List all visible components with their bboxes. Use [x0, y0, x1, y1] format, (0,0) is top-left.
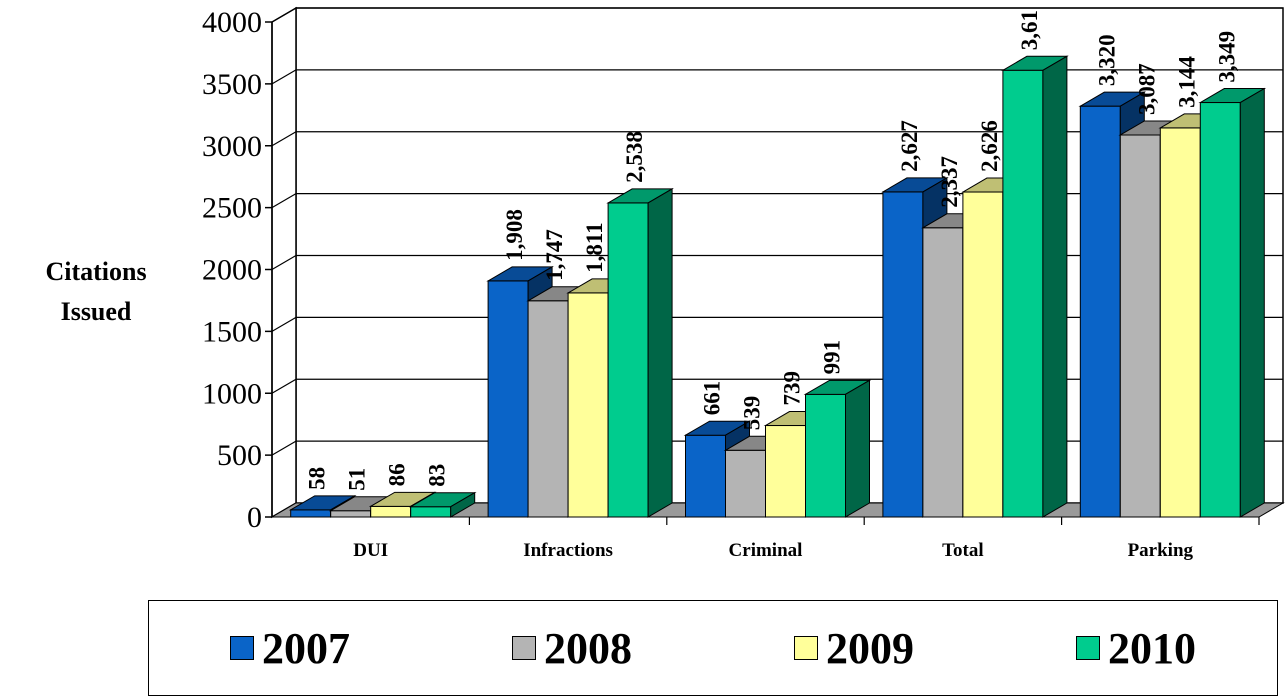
gridline-side-500 — [271, 440, 297, 456]
bar-dui-2010 — [408, 491, 477, 518]
legend: 2007 2008 2009 2010 — [148, 600, 1278, 696]
data-label-infractions-2010: 2,538 — [622, 131, 647, 183]
legend-swatch-2010 — [1076, 636, 1100, 660]
legend-swatch-2009 — [794, 636, 818, 660]
data-label-dui-2007: 58 — [305, 467, 330, 490]
category-labels: DUI Infractions Criminal Total Parking — [353, 540, 1193, 561]
legend-item-2008: 2008 — [512, 623, 632, 674]
y-axis-label-line2: Issued — [61, 297, 132, 326]
category-label-dui: DUI — [353, 540, 388, 561]
data-label-total-2009: 2,626 — [977, 120, 1002, 172]
bar-total-2010 — [1001, 55, 1069, 518]
legend-swatch-2007 — [230, 636, 254, 660]
bar-chart: 0 500 1000 1500 2000 2500 3000 3500 4000 58 51 86 8… — [45, 6, 1285, 561]
bars — [288, 55, 1267, 518]
legend-label-2008: 2008 — [544, 623, 632, 673]
category-label-total: Total — [942, 540, 984, 561]
gridline-side-2000 — [271, 254, 297, 271]
y-tick-labels: 0 500 1000 1500 2000 2500 3000 3500 4000 — [202, 6, 262, 534]
data-label-criminal-2008: 539 — [740, 396, 765, 431]
legend-label-2007: 2007 — [262, 623, 350, 673]
data-label-dui-2009: 86 — [385, 463, 410, 486]
data-label-infractions-2009: 1,811 — [582, 222, 607, 272]
data-label-parking-2010: 3,349 — [1214, 31, 1239, 83]
y-tick-label-500: 500 — [217, 439, 262, 472]
data-label-dui-2010: 83 — [425, 464, 450, 487]
data-label-criminal-2009: 739 — [780, 371, 805, 406]
y-tick-label-2000: 2000 — [202, 254, 262, 287]
data-label-total-2010: 3,61 — [1017, 10, 1042, 50]
data-label-infractions-2008: 1,747 — [542, 229, 567, 281]
legend-item-2007: 2007 — [230, 623, 350, 674]
y-tick-label-1000: 1000 — [202, 377, 262, 410]
bar-criminal-2010 — [803, 379, 872, 518]
data-label-parking-2007: 3,320 — [1094, 34, 1119, 86]
legend-item-2009: 2009 — [794, 623, 914, 674]
axes — [265, 21, 1260, 525]
category-label-criminal: Criminal — [729, 540, 803, 561]
bar-infractions-2010 — [606, 188, 674, 518]
data-labels: 58 51 86 83 1,908 1,747 1,811 2,538 661 539 739 991… — [305, 10, 1240, 491]
data-label-criminal-2010: 991 — [820, 340, 845, 375]
data-label-parking-2009: 3,144 — [1174, 56, 1199, 108]
gridline-side-1000 — [271, 378, 297, 394]
y-axis-label: Citations Issued — [45, 257, 146, 326]
legend-item-2010: 2010 — [1076, 623, 1196, 674]
y-tick-label-0: 0 — [247, 501, 262, 534]
y-tick-label-3500: 3500 — [202, 68, 262, 101]
y-tick-label-2500: 2500 — [202, 192, 262, 225]
data-label-dui-2008: 51 — [345, 468, 370, 491]
data-label-total-2008: 2,337 — [937, 156, 962, 208]
legend-label-2010: 2010 — [1108, 623, 1196, 673]
y-tick-label-4000: 4000 — [202, 6, 262, 39]
y-tick-label-3000: 3000 — [202, 130, 262, 163]
y-tick-label-1500: 1500 — [202, 315, 262, 348]
category-label-infractions: Infractions — [523, 540, 613, 561]
gridline-side-2500 — [271, 193, 297, 209]
gridline-side-1500 — [271, 316, 297, 332]
data-label-total-2007: 2,627 — [897, 120, 922, 172]
legend-swatch-2008 — [512, 636, 536, 660]
category-label-parking: Parking — [1128, 540, 1194, 561]
gridline-side-3500 — [271, 69, 297, 85]
data-label-parking-2008: 3,087 — [1134, 63, 1159, 115]
bar-parking-2010 — [1198, 87, 1267, 518]
data-label-infractions-2007: 1,908 — [502, 209, 527, 261]
y-axis-label-line1: Citations — [45, 257, 146, 286]
gridline-side-4000 — [271, 7, 297, 23]
data-label-criminal-2007: 661 — [700, 381, 725, 416]
gridline-side-3000 — [271, 131, 297, 147]
legend-label-2009: 2009 — [826, 623, 914, 673]
